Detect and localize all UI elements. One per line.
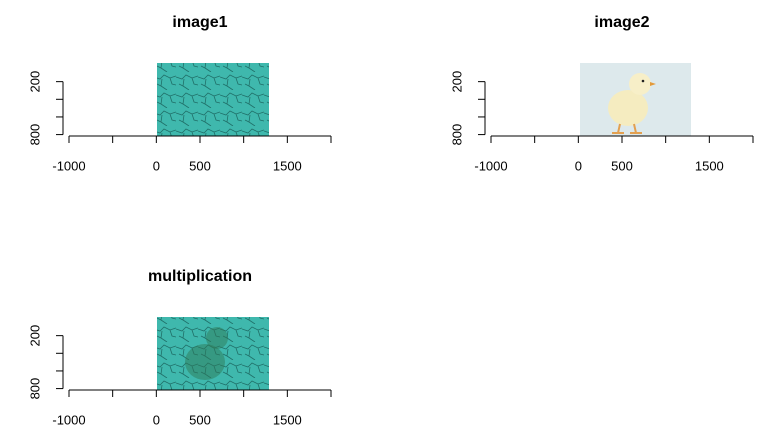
image1-picture xyxy=(157,63,269,136)
x-tick-label: 0 xyxy=(153,158,160,173)
x-tick-label: -1000 xyxy=(52,158,85,173)
panel-title: image1 xyxy=(172,14,227,31)
x-tick-label: 500 xyxy=(189,158,211,173)
y-tick-label: 200 xyxy=(27,325,42,347)
x-tick-label: -1000 xyxy=(52,412,85,427)
y-tick-label: 200 xyxy=(27,71,42,93)
x-tick-label: 0 xyxy=(153,412,160,427)
multiplication-picture xyxy=(157,317,269,390)
y-tick-label: 200 xyxy=(449,71,464,93)
x-tick-label: 500 xyxy=(611,158,633,173)
panel-title: multiplication xyxy=(148,268,252,285)
x-tick-label: 1500 xyxy=(273,158,302,173)
x-tick-label: 500 xyxy=(189,412,211,427)
y-tick-label: 800 xyxy=(27,378,42,400)
x-tick-label: -1000 xyxy=(474,158,507,173)
image2-picture xyxy=(580,63,691,136)
x-tick-label: 1500 xyxy=(695,158,724,173)
x-tick-label: 1500 xyxy=(273,412,302,427)
x-tick-label: 0 xyxy=(575,158,582,173)
y-tick-label: 800 xyxy=(449,124,464,146)
y-tick-label: 800 xyxy=(27,124,42,146)
panel-title: image2 xyxy=(594,14,649,31)
